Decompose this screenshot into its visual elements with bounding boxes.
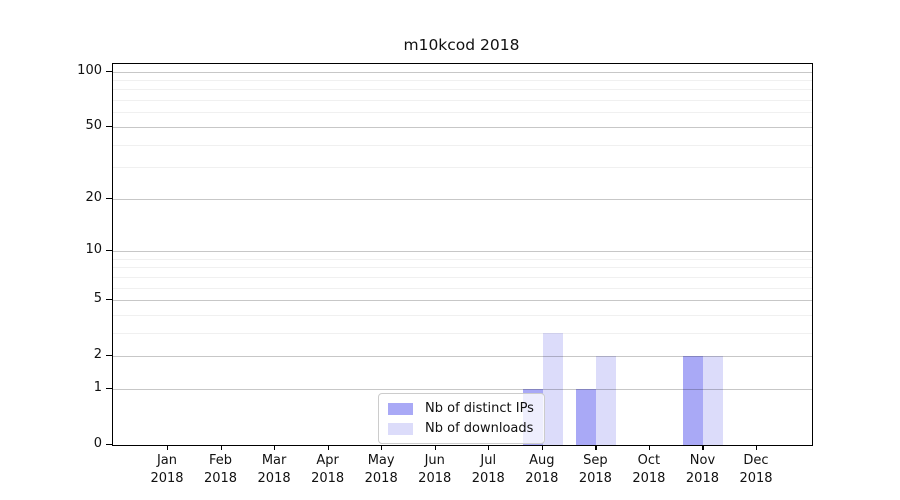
x-axis-tick-label: Apr 2018 xyxy=(311,453,345,486)
x-axis-tick-label: Nov 2018 xyxy=(685,453,719,486)
bar-downloads-sep xyxy=(596,356,617,445)
legend-swatch-downloads xyxy=(388,422,413,435)
gridline xyxy=(113,167,812,169)
x-axis-tick xyxy=(702,445,704,450)
gridline xyxy=(113,388,812,390)
gridline xyxy=(113,314,812,316)
x-axis-tick-label: Feb 2018 xyxy=(203,453,238,486)
legend-item-downloads: Nb of downloads xyxy=(388,421,534,436)
y-axis-tick xyxy=(106,197,112,199)
x-axis-tick-label: Sep 2018 xyxy=(578,453,612,486)
x-axis-tick xyxy=(167,445,169,450)
plot-area: Nb of distinct IPs Nb of downloads xyxy=(112,63,813,446)
bar-downloads-aug xyxy=(542,332,563,445)
x-axis-tick-label: Jul 2018 xyxy=(471,453,505,486)
bar-distinct-ips-sep xyxy=(576,388,597,445)
y-axis-tick-label: 100 xyxy=(77,62,102,78)
y-axis-tick xyxy=(106,70,112,72)
legend-label-distinct-ips: Nb of distinct IPs xyxy=(425,401,534,416)
gridline xyxy=(113,356,812,358)
x-axis-tick-label: Aug 2018 xyxy=(525,453,559,486)
chart-title: m10kcod 2018 xyxy=(403,36,520,54)
y-axis-tick-label: 1 xyxy=(93,379,102,395)
y-axis-tick-label: 20 xyxy=(85,189,102,205)
legend-item-distinct-ips: Nb of distinct IPs xyxy=(388,401,534,416)
y-axis-tick xyxy=(106,250,112,252)
x-axis-tick xyxy=(541,445,543,450)
x-axis-tick xyxy=(434,445,436,450)
gridline xyxy=(113,80,812,82)
y-axis-tick xyxy=(106,299,112,301)
x-axis-tick xyxy=(220,445,222,450)
bar-distinct-ips-nov xyxy=(683,356,704,445)
gridline xyxy=(113,300,812,302)
gridline xyxy=(113,276,812,278)
x-axis-tick-label: May 2018 xyxy=(364,453,398,486)
x-axis-tick-label: Jun 2018 xyxy=(418,453,452,486)
gridline xyxy=(113,144,812,146)
x-axis-tick-label: Jan 2018 xyxy=(150,453,184,486)
x-axis-tick xyxy=(274,445,276,450)
gridline xyxy=(113,100,812,102)
gridline xyxy=(113,71,812,73)
y-axis-tick xyxy=(106,444,112,446)
x-axis-tick-label: Dec 2018 xyxy=(739,453,773,486)
gridline xyxy=(113,126,812,128)
y-axis-tick-label: 2 xyxy=(93,347,102,363)
gridline xyxy=(113,258,812,260)
gridline xyxy=(113,89,812,91)
y-axis-tick xyxy=(106,387,112,390)
legend: Nb of distinct IPs Nb of downloads xyxy=(378,393,545,444)
gridline xyxy=(113,332,812,334)
gridline xyxy=(113,251,812,252)
legend-label-downloads: Nb of downloads xyxy=(425,421,534,436)
x-axis-tick xyxy=(595,445,597,450)
gridline xyxy=(113,198,812,200)
y-axis-tick-label: 10 xyxy=(85,242,102,257)
y-axis-tick xyxy=(106,125,112,128)
y-axis-tick xyxy=(106,355,112,357)
legend-swatch-distinct-ips xyxy=(388,402,413,415)
x-axis-tick-label: Oct 2018 xyxy=(632,453,666,486)
x-axis-tick xyxy=(756,445,758,450)
x-axis-tick xyxy=(327,445,329,450)
x-axis-tick xyxy=(648,445,651,450)
x-axis-tick xyxy=(381,445,383,450)
y-axis-tick-label: 50 xyxy=(85,117,102,133)
gridline xyxy=(113,287,812,289)
x-axis-tick-label: Mar 2018 xyxy=(257,453,291,486)
gridline xyxy=(113,267,812,269)
x-axis-tick xyxy=(488,445,490,450)
y-axis-tick-label: 0 xyxy=(93,436,102,451)
y-axis-tick-label: 5 xyxy=(93,291,102,307)
gridline xyxy=(113,112,812,114)
bar-downloads-nov xyxy=(703,356,724,445)
